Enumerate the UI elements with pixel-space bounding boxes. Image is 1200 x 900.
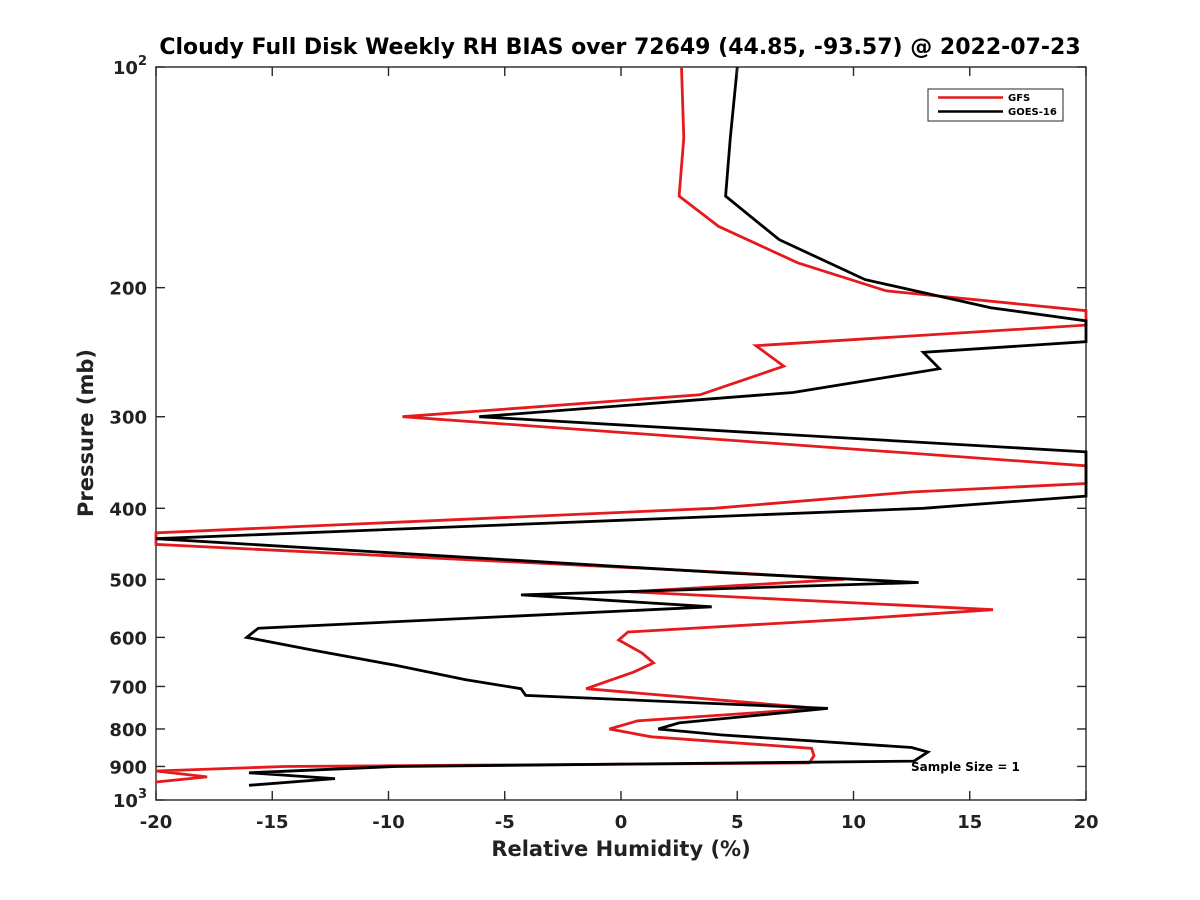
legend-box <box>927 88 1064 122</box>
y-tick-label: 600 <box>109 628 147 649</box>
y-tick-label: 103 <box>113 787 147 812</box>
y-axis-label: Pressure (mb) <box>74 349 98 517</box>
x-tick-label: -10 <box>372 812 405 833</box>
x-tick-label: 10 <box>841 812 866 833</box>
y-tick-label: 900 <box>109 757 147 778</box>
x-axis-ticks: -20 -15 -10 -5 0 5 10 15 20 <box>140 67 1099 833</box>
sample-size-annotation: Sample Size = 1 <box>911 760 1020 774</box>
legend: GFS GOES-16 <box>927 88 1064 122</box>
series-line-goes16 <box>155 66 1088 787</box>
y-tick-label: 700 <box>109 677 147 698</box>
y-tick-label: 800 <box>109 720 147 741</box>
x-tick-label: -5 <box>495 812 515 833</box>
y-tick-label: 300 <box>109 408 147 429</box>
y-tick-label: 200 <box>109 279 147 300</box>
x-tick-label: -15 <box>256 812 289 833</box>
legend-label-gfs: GFS <box>1008 93 1030 104</box>
x-tick-label: 5 <box>731 812 744 833</box>
x-tick-label: 15 <box>957 812 982 833</box>
chart-title: Cloudy Full Disk Weekly RH BIAS over 726… <box>159 35 1080 60</box>
x-axis-label: Relative Humidity (%) <box>491 837 750 861</box>
y-tick-label: 500 <box>109 570 147 591</box>
y-tick-label: 102 <box>113 54 147 79</box>
legend-label-goes16: GOES-16 <box>1008 107 1057 118</box>
x-tick-label: -20 <box>140 812 173 833</box>
y-tick-label: 400 <box>109 499 147 520</box>
x-tick-label: 0 <box>615 812 628 833</box>
series-layer <box>154 66 1088 787</box>
y-axis-ticks: 102 200 300 400 500 600 700 800 900 103 <box>109 54 1086 812</box>
plot-area: -20 -15 -10 -5 0 5 10 15 20 102 200 300 400 500 600 70… <box>109 54 1098 833</box>
series-line-gfs <box>154 66 1088 784</box>
x-tick-label: 20 <box>1073 812 1098 833</box>
